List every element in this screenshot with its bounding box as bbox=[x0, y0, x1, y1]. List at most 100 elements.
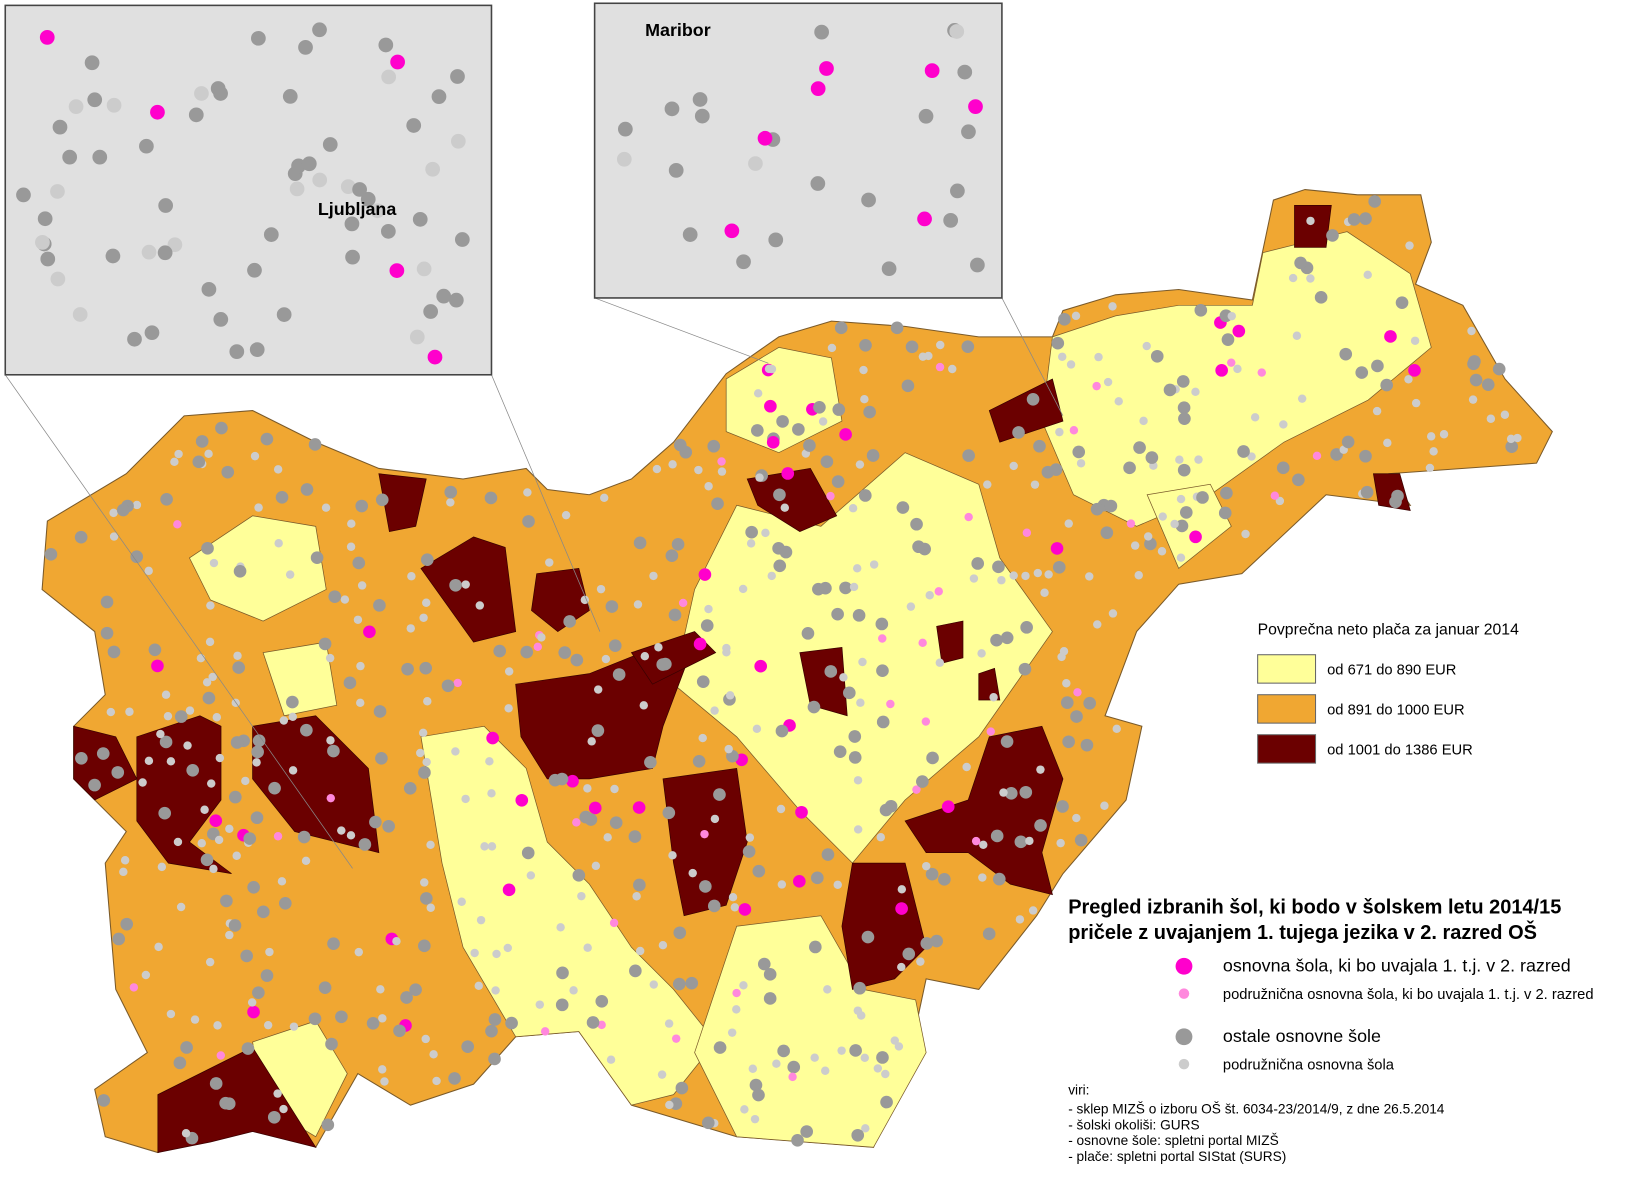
school-dot bbox=[488, 1013, 502, 1026]
inset-dot bbox=[436, 288, 452, 304]
school-dot bbox=[176, 902, 186, 912]
inset-dot bbox=[87, 92, 103, 108]
school-dot bbox=[107, 645, 121, 659]
school-dot bbox=[826, 491, 835, 501]
inset-dot bbox=[378, 37, 394, 53]
school-dot bbox=[810, 1053, 819, 1062]
school-dot bbox=[130, 550, 144, 564]
school-dot bbox=[485, 1024, 498, 1038]
symbol-marker bbox=[1175, 1028, 1193, 1046]
school-dot bbox=[1196, 491, 1209, 504]
school-dot bbox=[698, 733, 707, 743]
school-dot bbox=[1157, 547, 1167, 556]
school-dot bbox=[580, 595, 590, 605]
school-dot bbox=[144, 566, 153, 576]
inset-dot bbox=[150, 104, 165, 120]
school-dot bbox=[1359, 449, 1372, 463]
map-title: pričele z uvajanjem 1. tujega jezika v 2… bbox=[1068, 920, 1537, 944]
school-dot bbox=[809, 940, 822, 954]
school-dot bbox=[879, 803, 893, 817]
inset-dot bbox=[312, 22, 327, 38]
school-dot bbox=[896, 501, 910, 514]
school-dot bbox=[1033, 568, 1043, 578]
school-dot bbox=[711, 497, 724, 511]
school-dot bbox=[746, 539, 756, 548]
school-dot bbox=[112, 932, 126, 946]
school-dot bbox=[213, 1021, 222, 1030]
inset-dot bbox=[448, 292, 464, 308]
school-dot bbox=[696, 675, 710, 688]
school-dot bbox=[821, 848, 835, 861]
school-dot bbox=[652, 464, 662, 474]
school-dot bbox=[321, 503, 331, 512]
school-dot bbox=[1144, 537, 1157, 551]
school-dot bbox=[587, 737, 596, 746]
school-dot bbox=[545, 558, 554, 567]
school-dot bbox=[326, 736, 335, 745]
school-dot bbox=[555, 998, 569, 1012]
school-dot bbox=[366, 1016, 380, 1030]
school-dot bbox=[935, 658, 945, 667]
salary-legend: Povprečna neto plača za januar 2014 od 67… bbox=[1257, 622, 1519, 764]
inset-dot bbox=[194, 86, 209, 101]
school-dot bbox=[138, 778, 147, 787]
inset-leader bbox=[1001, 297, 1064, 416]
school-dot bbox=[856, 1011, 866, 1020]
school-dot bbox=[491, 986, 500, 995]
school-dot bbox=[849, 582, 859, 592]
school-dot bbox=[340, 595, 350, 604]
school-dot bbox=[787, 1060, 801, 1074]
school-dot bbox=[807, 700, 821, 714]
school-dot bbox=[1294, 256, 1307, 270]
source-item: - osnovne šole: spletni portal MIZŠ bbox=[1068, 1133, 1279, 1148]
school-dot bbox=[700, 619, 714, 632]
inset-dot bbox=[757, 130, 773, 146]
school-dot bbox=[209, 1077, 223, 1090]
school-dot bbox=[1051, 336, 1065, 350]
school-dot bbox=[97, 1094, 111, 1107]
school-dot bbox=[629, 964, 642, 978]
school-dot bbox=[100, 626, 114, 640]
school-dot bbox=[209, 864, 218, 874]
inset-dot bbox=[450, 69, 465, 84]
school-dot bbox=[461, 580, 470, 589]
inset-dot bbox=[881, 261, 897, 277]
school-dot bbox=[834, 321, 848, 335]
school-dot bbox=[1015, 915, 1025, 924]
school-dot bbox=[1237, 445, 1250, 458]
school-dot bbox=[1070, 710, 1083, 723]
school-dot bbox=[230, 736, 244, 749]
inset-dot bbox=[736, 254, 751, 270]
school-dot bbox=[1404, 375, 1413, 384]
school-dot bbox=[1270, 491, 1280, 500]
inset-dot bbox=[345, 249, 360, 265]
school-dot bbox=[1100, 801, 1109, 810]
school-dot bbox=[750, 1114, 760, 1124]
school-dot bbox=[1090, 502, 1104, 516]
inset-dot bbox=[84, 55, 100, 71]
school-dot bbox=[572, 868, 586, 882]
school-dot bbox=[1000, 631, 1014, 645]
school-dot bbox=[228, 919, 242, 932]
school-dot bbox=[423, 697, 432, 706]
inset-dot bbox=[282, 89, 298, 104]
inset-dot bbox=[450, 133, 466, 149]
school-dot bbox=[221, 465, 235, 479]
school-dot bbox=[1114, 397, 1123, 406]
sources-heading: viri: bbox=[1068, 1083, 1089, 1098]
school-dot bbox=[1064, 519, 1073, 528]
school-dot bbox=[608, 639, 622, 652]
school-dot bbox=[878, 634, 887, 643]
school-dot bbox=[990, 829, 1004, 843]
school-dot bbox=[668, 608, 682, 622]
inset-dot bbox=[92, 149, 108, 165]
school-dot bbox=[656, 658, 670, 671]
school-dot bbox=[470, 948, 479, 958]
school-dot bbox=[1040, 588, 1049, 597]
school-dot bbox=[197, 839, 206, 848]
school-dot bbox=[694, 465, 703, 475]
school-dot bbox=[1093, 620, 1102, 629]
school-dot bbox=[606, 1055, 616, 1064]
school-dot bbox=[633, 878, 646, 892]
school-dot bbox=[962, 449, 975, 462]
